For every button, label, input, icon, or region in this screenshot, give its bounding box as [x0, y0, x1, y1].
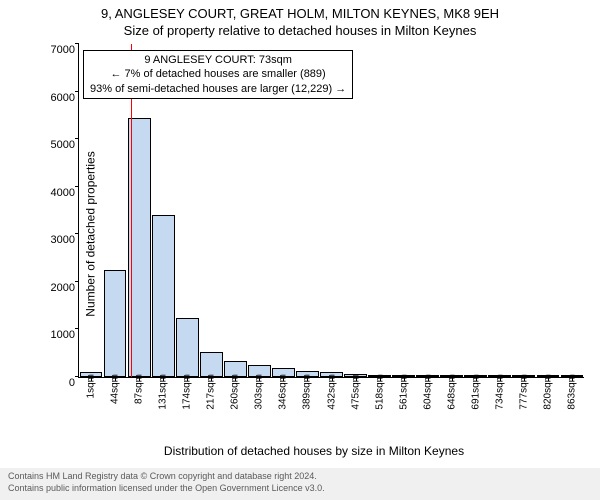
x-tick-label: 518sqm	[374, 374, 385, 410]
x-axis-label: Distribution of detached houses by size …	[164, 444, 464, 458]
y-tick-label: 1000	[43, 329, 75, 341]
annotation-line: 93% of semi-detached houses are larger (…	[90, 82, 346, 96]
x-tick-label: 820sqm	[542, 374, 553, 410]
x-tick-label: 604sqm	[422, 374, 433, 410]
x-tick-label: 131sqm	[158, 374, 169, 410]
page-title-line2: Size of property relative to detached ho…	[0, 21, 600, 38]
x-tick-label: 475sqm	[350, 374, 361, 410]
plot-area: 010002000300040005000600070001sqm44sqm87…	[78, 44, 584, 378]
histogram-bar	[104, 270, 127, 377]
y-tick-label: 3000	[43, 234, 75, 246]
histogram-bar	[176, 318, 199, 377]
y-tick-label: 2000	[43, 282, 75, 294]
x-tick-label: 1sqm	[86, 374, 97, 398]
y-tick-label: 6000	[43, 92, 75, 104]
x-tick-label: 734sqm	[494, 374, 505, 410]
y-tick-mark	[75, 43, 79, 44]
y-tick-label: 4000	[43, 187, 75, 199]
x-tick-label: 561sqm	[398, 374, 409, 410]
x-tick-label: 648sqm	[446, 374, 457, 410]
annotation-box: 9 ANGLESEY COURT: 73sqm← 7% of detached …	[83, 50, 353, 99]
y-tick-label: 0	[43, 377, 75, 389]
x-tick-label: 260sqm	[230, 374, 241, 410]
y-tick-mark	[75, 376, 79, 377]
footer-line1: Contains HM Land Registry data © Crown c…	[8, 471, 592, 483]
x-tick-label: 691sqm	[470, 374, 481, 410]
y-tick-mark	[75, 233, 79, 234]
x-tick-label: 389sqm	[302, 374, 313, 410]
annotation-line: 9 ANGLESEY COURT: 73sqm	[90, 53, 346, 67]
histogram-chart: Number of detached properties 0100020003…	[44, 44, 584, 424]
x-tick-label: 217sqm	[206, 374, 217, 410]
x-tick-label: 174sqm	[182, 374, 193, 410]
page-title-line1: 9, ANGLESEY COURT, GREAT HOLM, MILTON KE…	[0, 0, 600, 21]
y-tick-mark	[75, 186, 79, 187]
y-tick-mark	[75, 91, 79, 92]
y-tick-label: 7000	[43, 44, 75, 56]
x-tick-label: 777sqm	[518, 374, 529, 410]
x-tick-label: 87sqm	[134, 374, 145, 404]
x-tick-label: 432sqm	[326, 374, 337, 410]
x-tick-label: 44sqm	[110, 374, 121, 404]
x-tick-label: 863sqm	[566, 374, 577, 410]
footer-line2: Contains public information licensed und…	[8, 483, 592, 495]
footer-attribution: Contains HM Land Registry data © Crown c…	[0, 468, 600, 500]
y-tick-mark	[75, 281, 79, 282]
annotation-line: ← 7% of detached houses are smaller (889…	[90, 67, 346, 81]
x-tick-label: 303sqm	[254, 374, 265, 410]
x-tick-label: 346sqm	[278, 374, 289, 410]
y-tick-label: 5000	[43, 139, 75, 151]
y-tick-mark	[75, 138, 79, 139]
y-tick-mark	[75, 328, 79, 329]
histogram-bar	[152, 215, 175, 377]
